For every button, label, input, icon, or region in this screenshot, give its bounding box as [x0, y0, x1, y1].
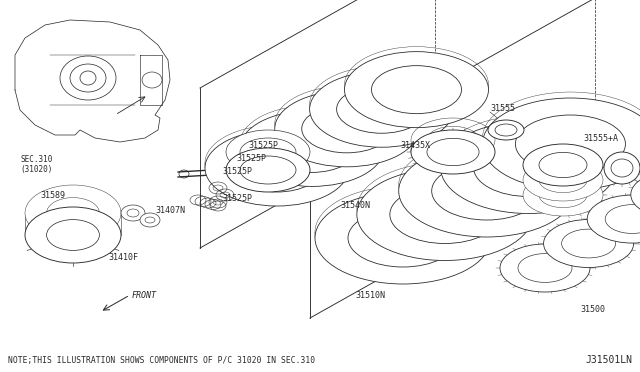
- Ellipse shape: [523, 174, 603, 216]
- Ellipse shape: [240, 138, 296, 166]
- Text: NOTE;THIS ILLUSTRATION SHOWS COMPONENTS OF P/C 31020 IN SEC.310: NOTE;THIS ILLUSTRATION SHOWS COMPONENTS …: [8, 356, 315, 365]
- Ellipse shape: [474, 138, 584, 196]
- Ellipse shape: [232, 144, 322, 192]
- Ellipse shape: [523, 144, 603, 186]
- Ellipse shape: [605, 205, 640, 234]
- Text: 31540N: 31540N: [340, 201, 370, 209]
- Ellipse shape: [267, 124, 357, 172]
- Text: 31525P: 31525P: [248, 141, 278, 150]
- Ellipse shape: [240, 156, 296, 184]
- Ellipse shape: [399, 145, 575, 237]
- Text: 31407N: 31407N: [155, 205, 185, 215]
- Text: 31555: 31555: [490, 103, 515, 112]
- Ellipse shape: [357, 169, 533, 260]
- Text: 31525P: 31525P: [222, 167, 252, 176]
- Ellipse shape: [440, 122, 616, 214]
- Text: J31501LN: J31501LN: [585, 355, 632, 365]
- Ellipse shape: [140, 213, 160, 227]
- Text: FRONT: FRONT: [132, 291, 157, 299]
- Text: 31435X: 31435X: [400, 141, 430, 150]
- Ellipse shape: [515, 115, 625, 173]
- Ellipse shape: [226, 130, 310, 174]
- Ellipse shape: [523, 159, 603, 201]
- Ellipse shape: [483, 98, 640, 190]
- Ellipse shape: [561, 229, 616, 258]
- Text: 31410F: 31410F: [108, 253, 138, 263]
- Text: 31510N: 31510N: [355, 291, 385, 299]
- Ellipse shape: [631, 171, 640, 219]
- Ellipse shape: [25, 207, 121, 263]
- Ellipse shape: [25, 185, 121, 241]
- Ellipse shape: [121, 205, 145, 221]
- Ellipse shape: [427, 138, 479, 166]
- Ellipse shape: [495, 124, 517, 136]
- Ellipse shape: [226, 148, 310, 192]
- Ellipse shape: [611, 159, 633, 177]
- Ellipse shape: [205, 130, 349, 206]
- Text: 31525P: 31525P: [222, 193, 252, 202]
- Ellipse shape: [310, 71, 454, 147]
- Ellipse shape: [500, 244, 590, 292]
- Text: 31500: 31500: [580, 305, 605, 314]
- Ellipse shape: [488, 120, 524, 140]
- Ellipse shape: [604, 152, 640, 184]
- Ellipse shape: [543, 219, 634, 267]
- Ellipse shape: [47, 219, 99, 250]
- Ellipse shape: [275, 91, 419, 167]
- Ellipse shape: [344, 52, 488, 128]
- Text: 31555+A: 31555+A: [583, 134, 618, 142]
- Ellipse shape: [432, 162, 541, 220]
- Ellipse shape: [411, 130, 495, 174]
- Ellipse shape: [371, 65, 461, 113]
- Ellipse shape: [348, 209, 458, 267]
- Ellipse shape: [587, 195, 640, 243]
- Ellipse shape: [337, 85, 427, 133]
- Ellipse shape: [390, 186, 500, 244]
- Ellipse shape: [301, 105, 392, 153]
- Ellipse shape: [240, 110, 384, 186]
- Text: 31589: 31589: [40, 190, 65, 199]
- Text: 31525P: 31525P: [236, 154, 266, 163]
- Text: SEC.310
(31020): SEC.310 (31020): [20, 155, 52, 174]
- Ellipse shape: [315, 192, 491, 284]
- Ellipse shape: [518, 254, 572, 282]
